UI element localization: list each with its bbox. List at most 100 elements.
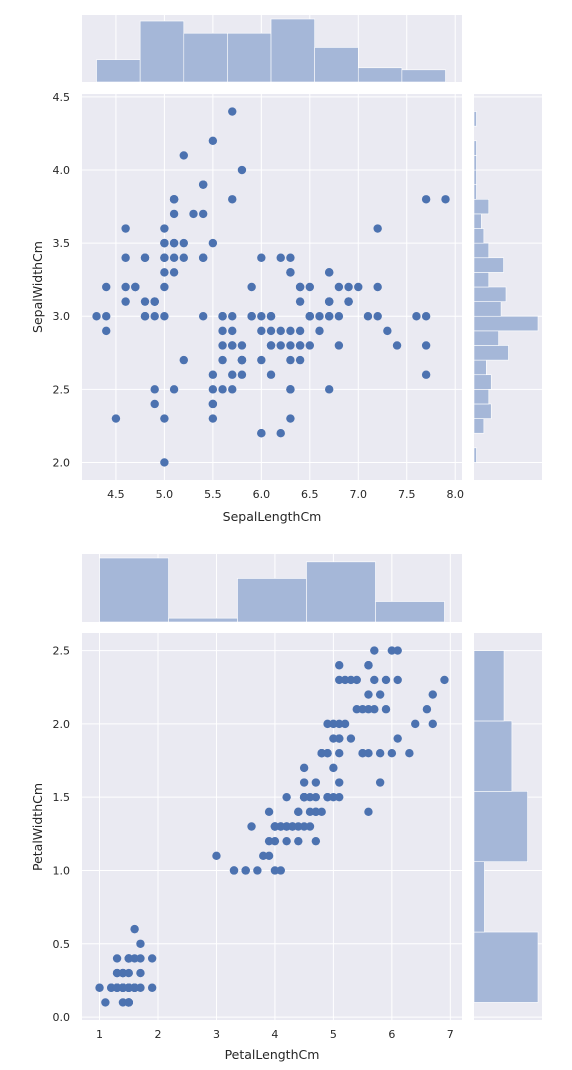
petal-scatter-point bbox=[364, 705, 373, 714]
sepal-scatter-point bbox=[198, 180, 208, 189]
petal-x-axis-label: PetalLengthCm bbox=[225, 1047, 320, 1062]
sepal-x-tick-label: 5.5 bbox=[204, 488, 222, 501]
sepal-scatter-point bbox=[131, 282, 140, 292]
sepal-scatter-point bbox=[92, 312, 101, 321]
sepal-scatter-point bbox=[111, 414, 121, 423]
petal-scatter-point bbox=[317, 807, 326, 817]
sepal-scatter-point bbox=[412, 312, 421, 321]
sepal-scatter-point bbox=[373, 282, 382, 292]
petal-scatter-point bbox=[311, 792, 321, 802]
sepal-x-axis-label: SepalLengthCm bbox=[223, 509, 322, 524]
sepal-scatter-point bbox=[247, 282, 256, 292]
sepal-scatter-point bbox=[324, 312, 334, 321]
sepal-scatter-point bbox=[295, 341, 305, 350]
petal-scatter-point bbox=[112, 954, 122, 963]
petal-scatter-point bbox=[358, 705, 367, 714]
petal-scatter-point bbox=[329, 734, 338, 743]
petal-right-hist-bar bbox=[473, 931, 539, 1003]
petal-scatter-point bbox=[270, 822, 280, 831]
sepal-scatter-point bbox=[160, 414, 169, 423]
petal-scatter-point bbox=[294, 822, 303, 831]
petal-scatter-point bbox=[352, 705, 361, 714]
sepal-scatter-point bbox=[208, 370, 218, 379]
sepal-x-tick-label: 5.0 bbox=[156, 488, 174, 501]
petal-scatter-point bbox=[364, 661, 373, 670]
sepal-scatter-point bbox=[295, 297, 305, 306]
petal-scatter-grid bbox=[82, 633, 462, 1020]
sepal-scatter-point bbox=[169, 385, 179, 394]
sepal-scatter-point bbox=[121, 253, 130, 262]
petal-scatter-point bbox=[311, 807, 321, 817]
petal-scatter-point bbox=[411, 719, 420, 729]
sepal-scatter-point bbox=[276, 429, 285, 438]
sepal-scatter-point bbox=[218, 326, 227, 336]
sepal-scatter-point bbox=[237, 370, 247, 379]
petal-scatter-point bbox=[370, 646, 379, 655]
sepal-y-tick-label: 4.0 bbox=[53, 164, 71, 177]
sepal-x-tick-label: 4.5 bbox=[107, 488, 125, 501]
sepal-scatter-point bbox=[257, 253, 266, 262]
sepal-scatter-point bbox=[169, 195, 179, 204]
sepal-scatter-point bbox=[218, 312, 227, 321]
petal-scatter-point bbox=[276, 822, 285, 831]
sepal-scatter-point bbox=[257, 429, 266, 438]
sepal-scatter-point bbox=[150, 297, 159, 306]
petal-scatter-point bbox=[101, 998, 110, 1007]
sepal-scatter-point bbox=[334, 282, 344, 292]
petal-scatter-point bbox=[299, 792, 309, 802]
sepal-right-hist-bar bbox=[473, 345, 509, 361]
sepal-scatter-point bbox=[150, 399, 159, 409]
petal-jointplot: 1 2 3 4 5 6 7 0.0 0.5 1.0 1.5 2.0 2.5 PetalLengthCm… bbox=[30, 554, 542, 1062]
petal-scatter-point bbox=[288, 822, 297, 831]
petal-x-tick-label: 7 bbox=[447, 1028, 454, 1041]
petal-right-hist-bars bbox=[473, 650, 539, 1003]
sepal-scatter-point bbox=[421, 312, 431, 321]
petal-x-tick-label: 3 bbox=[213, 1028, 220, 1041]
petal-scatter-point bbox=[136, 954, 145, 963]
petal-scatter-point bbox=[276, 866, 285, 875]
sepal-y-tick-label: 2.5 bbox=[53, 383, 71, 396]
petal-scatter-point bbox=[375, 749, 385, 758]
sepal-scatter-point bbox=[392, 341, 402, 350]
petal-scatter-point bbox=[136, 968, 145, 978]
petal-scatter-point bbox=[375, 690, 385, 699]
sepal-scatter-point bbox=[334, 341, 344, 350]
sepal-scatter-point bbox=[160, 458, 169, 467]
petal-scatter-point bbox=[124, 983, 133, 992]
sepal-scatter-point bbox=[421, 195, 431, 204]
sepal-scatter-point bbox=[276, 326, 285, 336]
sepal-scatter-point bbox=[228, 312, 237, 321]
petal-scatter-point bbox=[352, 675, 361, 685]
sepal-right-hist-bar bbox=[473, 228, 485, 244]
petal-scatter-point bbox=[241, 866, 250, 875]
sepal-right-hist-bar bbox=[473, 374, 492, 390]
sepal-top-hist-bar bbox=[270, 18, 315, 83]
sepal-right-hist-bar bbox=[473, 184, 477, 200]
petal-scatter-point bbox=[428, 719, 437, 729]
petal-scatter-point bbox=[118, 998, 128, 1007]
sepal-right-hist-bar bbox=[473, 257, 504, 273]
petal-scatter-point bbox=[364, 807, 373, 817]
sepal-scatter-point bbox=[266, 370, 276, 379]
sepal-scatter-point bbox=[257, 312, 266, 321]
petal-scatter-point bbox=[387, 749, 397, 758]
sepal-scatter-point bbox=[266, 312, 276, 321]
sepal-scatter-point bbox=[102, 312, 111, 321]
sepal-right-hist-bar bbox=[473, 418, 485, 434]
sepal-scatter-point bbox=[373, 312, 382, 321]
petal-scatter-point bbox=[346, 734, 356, 743]
petal-scatter-point bbox=[335, 749, 344, 758]
sepal-right-hist-bar bbox=[473, 301, 502, 317]
sepal-right-hist-bar bbox=[473, 155, 477, 171]
sepal-x-tick-label: 8.0 bbox=[446, 488, 464, 501]
sepal-right-hist-bar bbox=[473, 359, 487, 376]
sepal-scatter-point bbox=[218, 355, 227, 365]
sepal-scatter-point bbox=[266, 326, 276, 336]
petal-scatter-points bbox=[95, 646, 449, 1007]
sepal-scatter-point bbox=[160, 312, 169, 321]
sepal-scatter-point bbox=[160, 238, 169, 248]
petal-scatter-point bbox=[147, 983, 157, 992]
sepal-scatter-point bbox=[315, 312, 324, 321]
petal-scatter-point bbox=[294, 807, 303, 817]
